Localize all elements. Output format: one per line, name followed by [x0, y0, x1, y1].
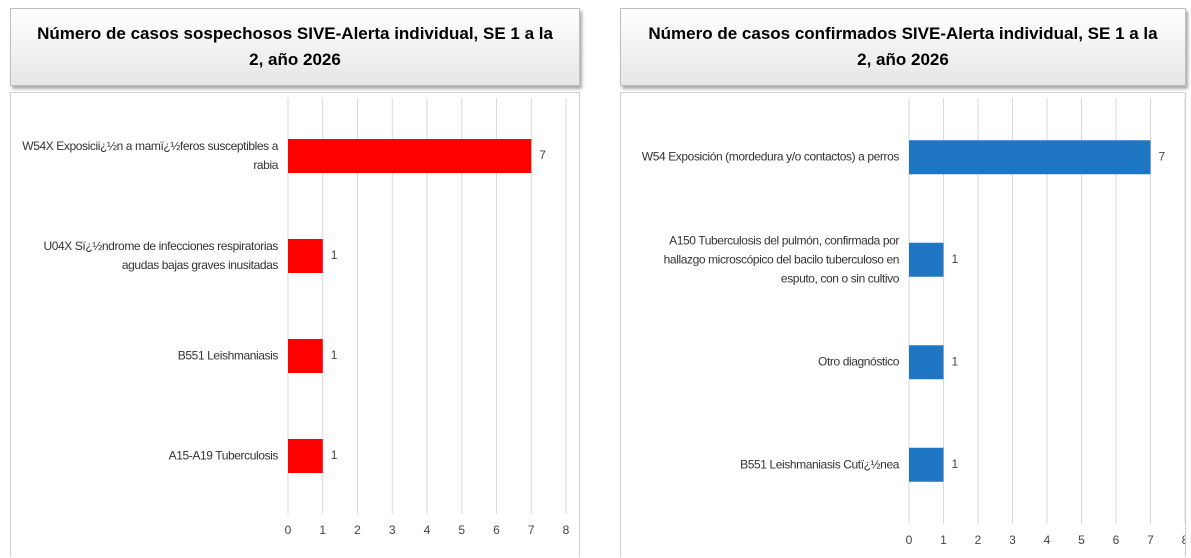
data-label: 1 — [331, 348, 338, 362]
category-label: Otro diagnóstico — [818, 354, 899, 369]
x-tick-label: 1 — [940, 533, 947, 547]
category-label: W54X Exposicii¿½n a mamï¿½feros suscepti… — [22, 139, 278, 172]
bar — [288, 439, 323, 473]
bar — [909, 447, 944, 482]
data-label: 1 — [952, 457, 959, 471]
x-tick-label: 1 — [319, 523, 326, 537]
bar — [909, 242, 944, 277]
data-label: 1 — [952, 354, 959, 368]
category-label: A15-A19 Tuberculosis — [168, 448, 279, 463]
chart-title: Número de casos confirmados SIVE-Alerta … — [620, 8, 1186, 86]
category-label: W54 Exposición (mordedura y/o contactos)… — [641, 149, 900, 164]
category-label: U04X Sï¿½ndrome de infecciones respirato… — [43, 239, 278, 272]
panel: Número de casos sospechosos SIVE-Alerta … — [10, 8, 580, 557]
bar — [909, 345, 944, 380]
chart: 0 1 2 3 4 5 6 7 8 7 1 1 1 — [906, 98, 1185, 547]
bar — [288, 239, 323, 273]
bar — [288, 139, 532, 173]
x-tick-label: 2 — [975, 533, 982, 547]
x-tick-label: 0 — [285, 523, 292, 537]
bar — [288, 339, 323, 373]
panel: Número de casos confirmados SIVE-Alerta … — [620, 8, 1186, 557]
x-tick-label: 2 — [354, 523, 361, 537]
x-tick-label: 7 — [528, 523, 535, 537]
data-label: 7 — [1159, 149, 1166, 163]
x-tick-label: 3 — [1009, 533, 1016, 547]
x-tick-label: 8 — [1182, 533, 1185, 547]
x-tick-label: 0 — [906, 533, 913, 547]
category-label: B551 Leishmaniasis Cutï¿½nea — [740, 457, 899, 472]
category-label: A150 Tuberculosis del pulmón, confirmada… — [663, 233, 900, 286]
x-tick-label: 8 — [563, 523, 570, 537]
data-label: 1 — [952, 252, 959, 266]
x-tick-label: 6 — [493, 523, 500, 537]
plot-box: 0 1 2 3 4 5 6 7 8 7 1 1 1 W54X Exposicii¿½n a mamï¿½f… — [10, 92, 580, 557]
x-tick-label: 4 — [424, 523, 431, 537]
x-tick-label: 6 — [1113, 533, 1120, 547]
x-tick-label: 5 — [1078, 533, 1085, 547]
x-tick-label: 5 — [458, 523, 465, 537]
x-tick-label: 4 — [1044, 533, 1051, 547]
category-label: B551 Leishmaniasis — [177, 348, 279, 363]
x-tick-label: 3 — [389, 523, 396, 537]
data-label: 1 — [331, 248, 338, 262]
chart: 0 1 2 3 4 5 6 7 8 7 1 1 1 — [285, 98, 570, 537]
bar — [909, 140, 1151, 175]
chart-title: Número de casos sospechosos SIVE-Alerta … — [10, 8, 580, 86]
data-label: 1 — [331, 448, 338, 462]
x-tick-label: 7 — [1147, 533, 1154, 547]
data-label: 7 — [539, 148, 546, 162]
plot-box: 0 1 2 3 4 5 6 7 8 7 1 1 1 W54 Exposición (mordedura y… — [620, 92, 1186, 557]
